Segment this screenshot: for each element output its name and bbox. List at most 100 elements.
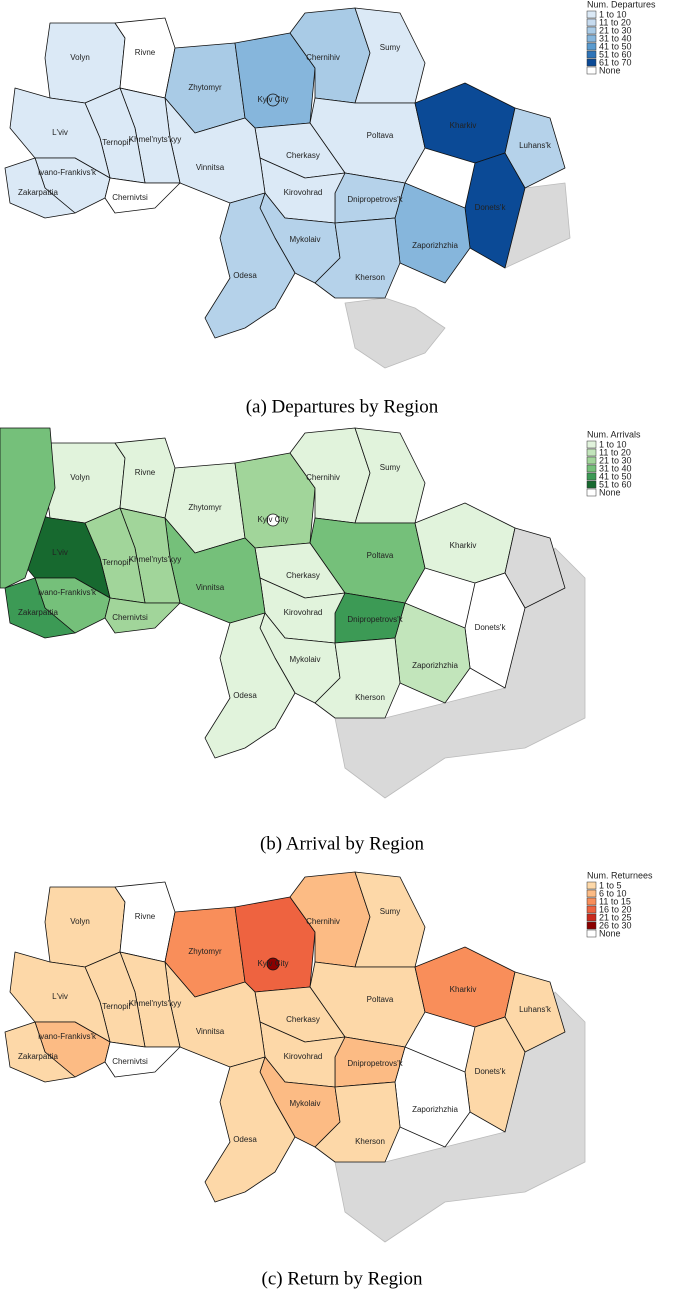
region-label: Kirovohrad	[284, 608, 323, 617]
legend-label: 51 to 60	[599, 479, 632, 489]
region-label: Ternopil'	[102, 558, 132, 567]
region-label: Dnipropetrovs'k	[347, 1059, 403, 1068]
region	[504, 527, 566, 609]
legend-label: None	[599, 928, 621, 938]
region-label: Khmel'nyts'kyy	[129, 999, 181, 1008]
legend-label: 51 to 60	[599, 49, 632, 59]
region-label: Odesa	[233, 271, 257, 280]
legend-swatch	[586, 26, 597, 35]
region-label: Zaporizhzhia	[412, 241, 458, 250]
region-label: Kharkiv	[450, 121, 477, 130]
region-label: Zhytomyr	[188, 947, 222, 956]
map: Volyn Rivne Zhytomyr Chernihiv Sumy Poltava Kh…	[4, 871, 586, 1243]
legend-swatch	[586, 440, 597, 449]
legend-swatch	[586, 42, 597, 51]
legend-label: 21 to 30	[599, 455, 632, 465]
legend-label: 41 to 50	[599, 471, 632, 481]
region-label: Chernihiv	[306, 53, 340, 62]
region	[114, 437, 176, 519]
legend-swatch	[586, 881, 597, 890]
region-label: Odesa	[233, 691, 257, 700]
region	[114, 17, 176, 99]
region	[114, 881, 176, 963]
region-label: Zaporizhzhia	[412, 661, 458, 670]
region	[394, 182, 471, 284]
region-label: Kirovohrad	[284, 188, 323, 197]
region-label: Chernivtsi	[112, 193, 148, 202]
legend-swatch	[586, 58, 597, 67]
region	[4, 577, 76, 639]
region-label: Kherson	[355, 693, 385, 702]
legend-label: 6 to 10	[599, 888, 627, 898]
legend-label: 1 to 10	[599, 9, 627, 19]
region-label: Zakarpattia	[18, 188, 59, 197]
legend-label: None	[599, 65, 621, 75]
region-label: Cherkasy	[286, 151, 320, 160]
legend-label: 16 to 20	[599, 904, 632, 914]
legend-label: 26 to 30	[599, 920, 632, 930]
legend-swatch	[586, 50, 597, 59]
region-label: Kyiv City	[257, 515, 288, 524]
region-label: Mykolaiv	[289, 655, 320, 664]
region-label: L'viv	[52, 128, 68, 137]
legend-swatch	[586, 34, 597, 43]
region-label: Zhytomyr	[188, 83, 222, 92]
region-label: Cherkasy	[286, 571, 320, 580]
region-label: Chernihiv	[306, 473, 340, 482]
region-label: Vinnitsa	[196, 1027, 225, 1036]
region	[394, 602, 471, 704]
legend-label: 41 to 50	[599, 41, 632, 51]
region-label: Zaporizhzhia	[412, 1105, 458, 1114]
region-label: Mykolaiv	[289, 235, 320, 244]
caption: (a) Departures by Region	[246, 396, 439, 417]
region-label: Donets'k	[475, 623, 507, 632]
legend-swatch	[586, 456, 597, 465]
region-label: Rivne	[135, 912, 156, 921]
region-label: Kharkiv	[450, 985, 477, 994]
region-label: Odesa	[233, 1135, 257, 1144]
region	[504, 107, 566, 189]
region-label: Cherkasy	[286, 1015, 320, 1024]
region-label: Donets'k	[475, 203, 507, 212]
region	[266, 93, 280, 107]
region	[314, 217, 401, 299]
region-label: Kherson	[355, 273, 385, 282]
region-label: Rivne	[135, 48, 156, 57]
legend-label: 31 to 40	[599, 463, 632, 473]
region-label: Poltava	[367, 551, 394, 560]
legend-label: 21 to 25	[599, 912, 632, 922]
region-label: Zhytomyr	[188, 503, 222, 512]
region-label: Vinnitsa	[196, 583, 225, 592]
region	[266, 513, 280, 527]
region	[314, 637, 401, 719]
region-label: Kharkiv	[450, 541, 477, 550]
legend-label: 1 to 10	[599, 439, 627, 449]
region-label: Luhans'k	[519, 141, 552, 150]
region-label: Mykolaiv	[289, 1099, 320, 1108]
legend-swatch	[586, 921, 597, 930]
legend-label: None	[599, 487, 621, 497]
region-label: Sumy	[380, 907, 400, 916]
region-label: Chernivtsi	[112, 1057, 148, 1066]
legend-label: 61 to 70	[599, 57, 632, 67]
region-label: Vinnitsa	[196, 163, 225, 172]
legend-title: Num. Arrivals	[587, 429, 641, 439]
occupied-area	[344, 297, 446, 369]
legend-swatch	[586, 929, 597, 938]
legend-swatch	[586, 472, 597, 481]
legend-swatch	[586, 66, 597, 75]
legend-label: 31 to 40	[599, 33, 632, 43]
legend-swatch	[586, 889, 597, 898]
legend-swatch	[586, 905, 597, 914]
region	[266, 957, 280, 971]
legend-swatch	[586, 464, 597, 473]
region-label: Kyiv City	[257, 959, 288, 968]
region-label: Ivano-Frankivs'k	[38, 1032, 97, 1041]
region	[314, 1081, 401, 1163]
legend-swatch	[586, 913, 597, 922]
region-label: Ivano-Frankivs'k	[38, 588, 97, 597]
legend-swatch	[586, 10, 597, 19]
legend-label: 11 to 20	[599, 17, 631, 27]
